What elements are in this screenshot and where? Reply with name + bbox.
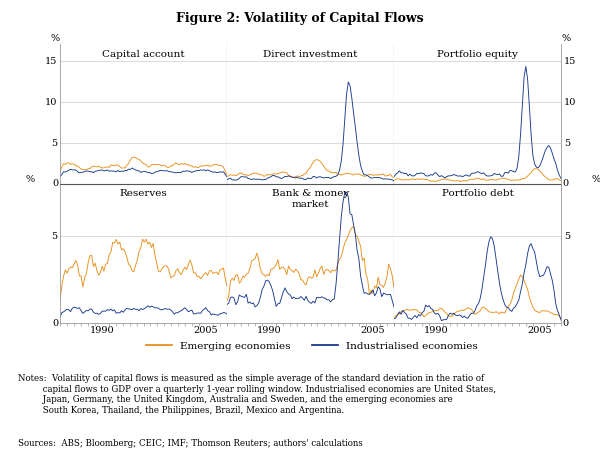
Text: Notes:  Volatility of capital flows is measured as the simple average of the sta: Notes: Volatility of capital flows is me… [18,374,496,414]
Text: Bank & money
market: Bank & money market [272,189,349,209]
Text: Reserves: Reserves [119,189,167,198]
Text: Portfolio debt: Portfolio debt [442,189,514,198]
Text: 0: 0 [52,319,58,328]
Text: %: % [591,175,600,184]
Text: %: % [26,175,35,184]
Text: 0: 0 [563,319,569,328]
Text: Figure 2: Volatility of Capital Flows: Figure 2: Volatility of Capital Flows [176,12,424,25]
Text: 0: 0 [563,179,569,188]
Text: Portfolio equity: Portfolio equity [437,50,518,59]
Legend: Emerging economies, Industrialised economies: Emerging economies, Industrialised econo… [142,338,482,355]
Text: %: % [561,34,570,43]
Text: Capital account: Capital account [102,50,185,59]
Text: 0: 0 [52,179,58,188]
Text: %: % [51,34,60,43]
Text: Direct investment: Direct investment [263,50,358,59]
Text: Sources:  ABS; Bloomberg; CEIC; IMF; Thomson Reuters; authors' calculations: Sources: ABS; Bloomberg; CEIC; IMF; Thom… [18,439,363,448]
